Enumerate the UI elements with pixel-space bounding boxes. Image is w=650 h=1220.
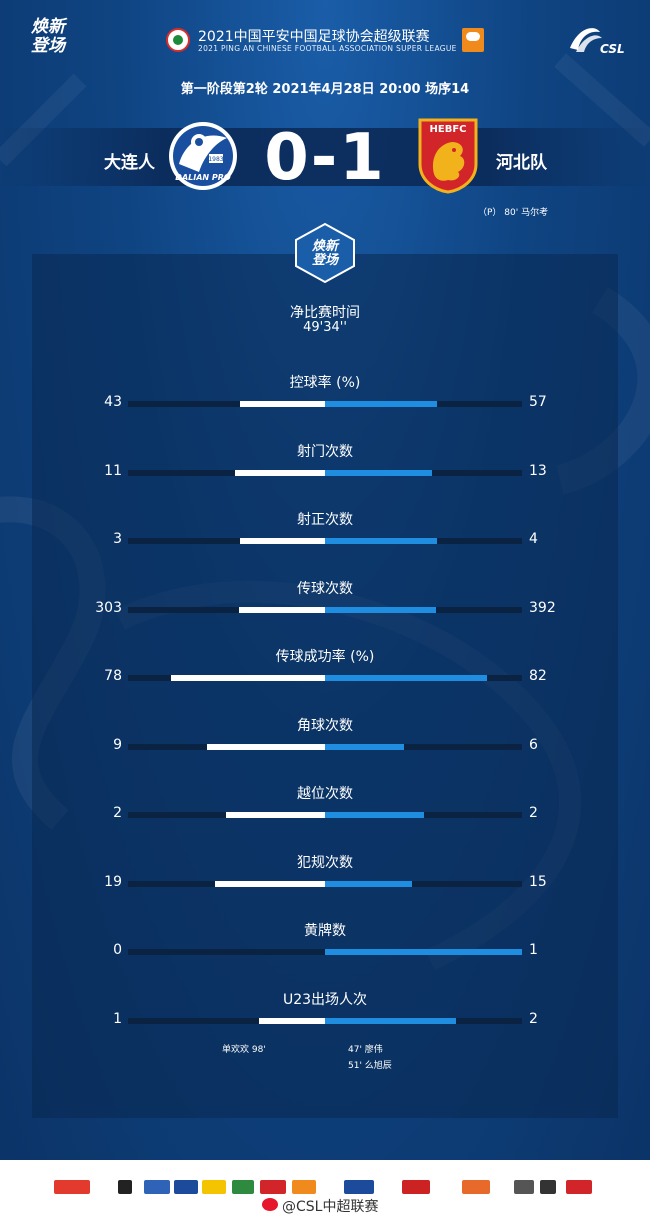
away-scorer: （P） 80' 马尔考 bbox=[478, 208, 549, 218]
stat-bar-home bbox=[215, 881, 325, 887]
stat-bar-home bbox=[240, 538, 325, 544]
sponsor-logo-6 bbox=[344, 1180, 374, 1194]
stat-home-value: 303 bbox=[95, 600, 122, 616]
away-team-name: 河北队 bbox=[496, 153, 547, 173]
sponsor-logo-8 bbox=[462, 1180, 490, 1194]
away-crest-text: HEBFC bbox=[430, 124, 467, 135]
home-crest-text: DALIAN PRO bbox=[175, 173, 231, 182]
stat-label: 传球次数 bbox=[297, 581, 353, 597]
stat-bar-away bbox=[325, 949, 522, 955]
stat-label: 角球次数 bbox=[297, 718, 353, 734]
stat-home-value: 9 bbox=[113, 737, 122, 753]
stat-bar-away bbox=[325, 401, 437, 407]
stat-bar-home bbox=[239, 607, 325, 613]
stat-home-value: 1 bbox=[113, 1011, 122, 1027]
brand-logo: 焕新 登场 bbox=[18, 18, 78, 56]
stat-bar-away bbox=[325, 881, 412, 887]
stat-away-value: 6 bbox=[529, 737, 538, 753]
stat-home-value: 11 bbox=[104, 463, 122, 479]
sponsor-logo-5 bbox=[292, 1180, 316, 1194]
u23-home-note: 单欢欢 98' bbox=[222, 1045, 266, 1055]
stat-home-value: 19 bbox=[104, 874, 122, 890]
stat-away-value: 2 bbox=[529, 1011, 538, 1027]
stat-away-value: 82 bbox=[529, 668, 547, 684]
dalian-pro-crest-icon: 1983 DALIAN PRO bbox=[169, 122, 237, 190]
stat-bar-away bbox=[325, 538, 437, 544]
stat-bar-home bbox=[171, 675, 325, 681]
stat-bar-home bbox=[207, 744, 325, 750]
stat-label: U23出场人次 bbox=[282, 992, 368, 1008]
sponsor-ping-an-logo bbox=[54, 1180, 90, 1194]
stat-label: 射正次数 bbox=[297, 512, 353, 528]
stats-panel bbox=[32, 254, 618, 1118]
stat-label: 越位次数 bbox=[297, 786, 353, 802]
panel-badge-line1: 焕新 bbox=[311, 239, 338, 254]
brand-logo-line2: 登场 bbox=[31, 36, 65, 56]
stat-away-value: 392 bbox=[529, 600, 556, 616]
hebei-fc-crest-icon: HEBFC bbox=[418, 118, 478, 194]
sponsor-logo-9 bbox=[514, 1180, 534, 1194]
stat-bar-home bbox=[259, 1018, 325, 1024]
panel-badge-text: 焕新 登场 bbox=[292, 240, 358, 268]
league-subtitle: 2021 PING AN CHINESE FOOTBALL ASSOCIATIO… bbox=[198, 44, 457, 53]
stat-bar-home bbox=[240, 401, 325, 407]
panel-badge-line2: 登场 bbox=[311, 253, 338, 268]
weibo-handle: @CSL中超联赛 bbox=[282, 1199, 379, 1215]
csl-logo-icon bbox=[570, 28, 602, 52]
stat-bar-away bbox=[325, 675, 487, 681]
sponsor-logo-2 bbox=[174, 1180, 198, 1194]
league-title: 2021中国平安中国足球协会超级联赛 bbox=[198, 29, 430, 45]
stat-home-value: 0 bbox=[113, 942, 122, 958]
brand-logo-line1: 焕新 bbox=[31, 17, 65, 37]
home-crest-year: 1983 bbox=[208, 156, 223, 163]
stat-away-value: 1 bbox=[529, 942, 538, 958]
sponsor-konami-logo bbox=[566, 1180, 592, 1194]
u23-away-note-1: 47' 廖伟 bbox=[348, 1045, 383, 1055]
home-team-name: 大连人 bbox=[104, 153, 155, 173]
stat-away-value: 13 bbox=[529, 463, 547, 479]
stat-bar-away bbox=[325, 470, 432, 476]
stat-label: 传球成功率 (%) bbox=[275, 649, 375, 665]
stat-bar-home bbox=[235, 470, 325, 476]
stat-bar-home bbox=[226, 812, 325, 818]
u23-away-note-2: 51' 么旭辰 bbox=[348, 1061, 392, 1071]
stat-home-value: 78 bbox=[104, 668, 122, 684]
stat-home-value: 2 bbox=[113, 805, 122, 821]
stat-home-value: 43 bbox=[104, 394, 122, 410]
sponsor-nike-logo bbox=[118, 1180, 132, 1194]
stat-home-value: 3 bbox=[113, 531, 122, 547]
round-info: 第一阶段第2轮 2021年4月28日 20:00 场序14 bbox=[180, 82, 470, 97]
net-time-label: 净比赛时间 bbox=[290, 305, 360, 321]
stat-away-value: 57 bbox=[529, 394, 547, 410]
weibo-icon bbox=[262, 1198, 278, 1211]
sponsor-logo-1 bbox=[144, 1180, 170, 1194]
stat-bar-away bbox=[325, 1018, 456, 1024]
stat-bar-away bbox=[325, 744, 404, 750]
stat-label: 黄牌数 bbox=[304, 923, 346, 939]
sponsor-logo-3 bbox=[232, 1180, 254, 1194]
stat-away-value: 2 bbox=[529, 805, 538, 821]
net-time-value: 49'34'' bbox=[303, 320, 347, 335]
panel-badge-icon bbox=[295, 222, 355, 284]
sponsor-dhl-logo bbox=[202, 1180, 226, 1194]
stat-bar-away bbox=[325, 607, 436, 613]
stat-label: 射门次数 bbox=[297, 444, 353, 460]
sponsor-logo-7 bbox=[402, 1180, 430, 1194]
cfa-emblem-icon bbox=[166, 28, 190, 52]
ping-an-badge-icon bbox=[462, 28, 484, 52]
stat-label: 犯规次数 bbox=[297, 855, 353, 871]
sponsor-ea-logo bbox=[540, 1180, 556, 1194]
match-score: 0-1 bbox=[264, 121, 386, 195]
stat-label: 控球率 (%) bbox=[289, 375, 361, 391]
stat-bar-away bbox=[325, 812, 424, 818]
stat-away-value: 15 bbox=[529, 874, 547, 890]
csl-text: CSL bbox=[600, 42, 625, 56]
score-band bbox=[0, 128, 650, 186]
sponsor-logo-4 bbox=[260, 1180, 286, 1194]
stat-away-value: 4 bbox=[529, 531, 538, 547]
